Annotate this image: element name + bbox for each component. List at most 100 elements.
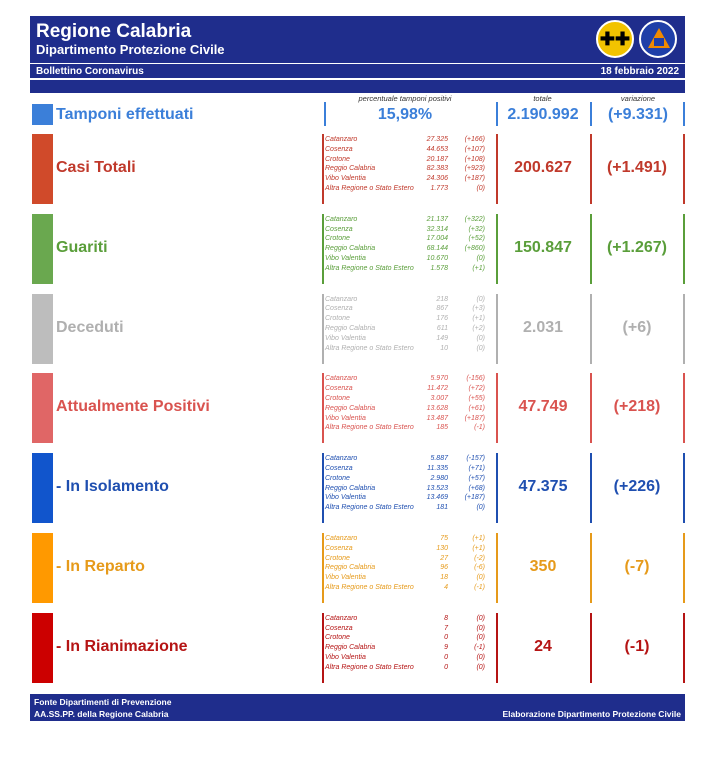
province-name: Cosenza — [325, 385, 353, 393]
province-value: 218 — [436, 295, 448, 303]
province-breakdown: Catanzaro 5.970 (-156) Cosenza 11.472 (+72) Cr… — [325, 375, 490, 434]
row-change: (+1.491) — [606, 159, 668, 176]
province-name: Cosenza — [325, 544, 353, 552]
province-name: Vibo Valentia — [325, 574, 366, 582]
footer-source: Fonte Dipartimenti di Prevenzione — [34, 697, 172, 707]
province-name: Crotone — [325, 235, 350, 243]
province-value: 3.007 — [430, 394, 448, 402]
row-label: - In Reparto — [56, 558, 145, 575]
province-delta: (-1) — [474, 644, 485, 652]
province-name: Catanzaro — [325, 215, 358, 223]
tamponi-label: Tamponi effettuati — [56, 106, 194, 123]
province-value: 7 — [444, 624, 448, 632]
province-delta: (0) — [476, 344, 485, 352]
row-divider — [496, 134, 498, 204]
tamponi-percent: 15,98% — [377, 106, 433, 123]
row-divider — [590, 213, 592, 284]
province-line: Reggio Calabria 9 (-1) — [325, 644, 490, 654]
province-delta: (+187) — [464, 414, 485, 422]
province-line: Altra Regione o Stato Estero 1.578 (+1) — [325, 265, 490, 275]
column-header-change: variazione — [620, 94, 656, 103]
row-change: (+1.267) — [606, 238, 668, 256]
province-line: Cosenza 130 (+1) — [325, 545, 490, 555]
province-value: 10.670 — [426, 254, 448, 262]
province-value: 27 — [440, 554, 448, 562]
province-delta: (-6) — [474, 564, 485, 572]
province-delta: (0) — [476, 184, 485, 192]
province-delta: (+2) — [472, 324, 485, 332]
province-name: Cosenza — [325, 464, 353, 472]
province-line: Reggio Calabria 13.628 (+61) — [325, 405, 490, 415]
province-value: 18 — [440, 574, 448, 582]
province-value: 5.970 — [430, 375, 448, 383]
province-delta: (0) — [476, 295, 485, 303]
province-value: 0 — [444, 653, 448, 661]
province-line: Vibo Valentia 10.670 (0) — [325, 255, 490, 265]
province-delta: (0) — [476, 334, 485, 342]
tamponi-total: 2.190.992 — [507, 106, 579, 123]
bulletin-date: 18 febbraio 2022 — [600, 66, 679, 77]
province-value: 2.980 — [430, 474, 448, 482]
province-value: 13.487 — [426, 414, 448, 422]
row-change: (-1) — [624, 637, 650, 655]
province-delta: (0) — [476, 574, 485, 582]
row-divider — [590, 533, 592, 603]
tamponi-divider — [590, 102, 592, 126]
province-name: Altra Regione o Stato Estero — [325, 504, 414, 512]
province-name: Reggio Calabria — [325, 245, 376, 253]
row-label: Casi Totali — [56, 159, 136, 176]
province-name: Reggio Calabria — [325, 324, 376, 332]
province-breakdown: Catanzaro 21.137 (+322) Cosenza 32.314 (+32) C… — [325, 216, 490, 275]
row-marker — [32, 213, 53, 284]
province-value: 96 — [440, 564, 448, 572]
province-delta: (-156) — [466, 375, 485, 383]
province-value: 21.137 — [426, 215, 448, 223]
province-line: Catanzaro 5.887 (-157) — [325, 455, 490, 465]
row-total: 2.031 — [522, 318, 564, 336]
province-line: Cosenza 32.314 (+32) — [325, 226, 490, 236]
province-name: Crotone — [325, 315, 350, 323]
row-divider — [683, 293, 685, 364]
province-line: Altra Regione o Stato Estero 1.773 (0) — [325, 185, 490, 195]
province-delta: (0) — [476, 254, 485, 262]
row-total: 200.627 — [514, 159, 572, 176]
province-name: Vibo Valentia — [325, 175, 366, 183]
row-total: 47.375 — [518, 478, 568, 496]
region-logo-icon: ✚✚ — [596, 20, 634, 58]
province-name: Altra Regione o Stato Estero — [325, 663, 414, 671]
province-value: 867 — [436, 305, 448, 313]
province-value: 181 — [436, 504, 448, 512]
row-divider — [496, 533, 498, 603]
row-divider — [496, 213, 498, 284]
province-line: Altra Regione o Stato Estero 0 (0) — [325, 664, 490, 674]
row-marker — [32, 612, 53, 683]
province-name: Vibo Valentia — [325, 334, 366, 342]
row-marker — [32, 453, 53, 524]
province-value: 11.335 — [427, 464, 448, 472]
row-label: - In Isolamento — [56, 478, 169, 496]
province-line: Crotone 17.004 (+52) — [325, 235, 490, 245]
province-name: Catanzaro — [325, 614, 358, 622]
province-delta: (+860) — [464, 245, 485, 253]
province-line: Cosenza 11.472 (+72) — [325, 385, 490, 395]
province-line: Crotone 20.187 (+108) — [325, 156, 490, 166]
province-delta: (-1) — [474, 583, 485, 591]
row-divider — [322, 293, 324, 364]
province-delta: (+57) — [468, 474, 485, 482]
province-value: 82.383 — [426, 165, 448, 173]
row-marker — [32, 134, 53, 204]
province-name: Catanzaro — [325, 535, 358, 542]
province-name: Reggio Calabria — [325, 644, 376, 652]
province-line: Reggio Calabria 96 (-6) — [325, 564, 490, 574]
province-value: 17.004 — [426, 235, 448, 243]
province-value: 149 — [436, 334, 448, 342]
province-name: Vibo Valentia — [325, 414, 366, 422]
province-line: Catanzaro 21.137 (+322) — [325, 216, 490, 226]
row-divider — [683, 533, 685, 603]
province-name: Catanzaro — [325, 375, 358, 383]
province-delta: (-1) — [474, 424, 485, 432]
row-change: (+218) — [613, 398, 661, 416]
province-line: Vibo Valentia 18 (0) — [325, 574, 490, 584]
province-delta: (+108) — [464, 155, 485, 163]
row-divider — [322, 453, 324, 524]
